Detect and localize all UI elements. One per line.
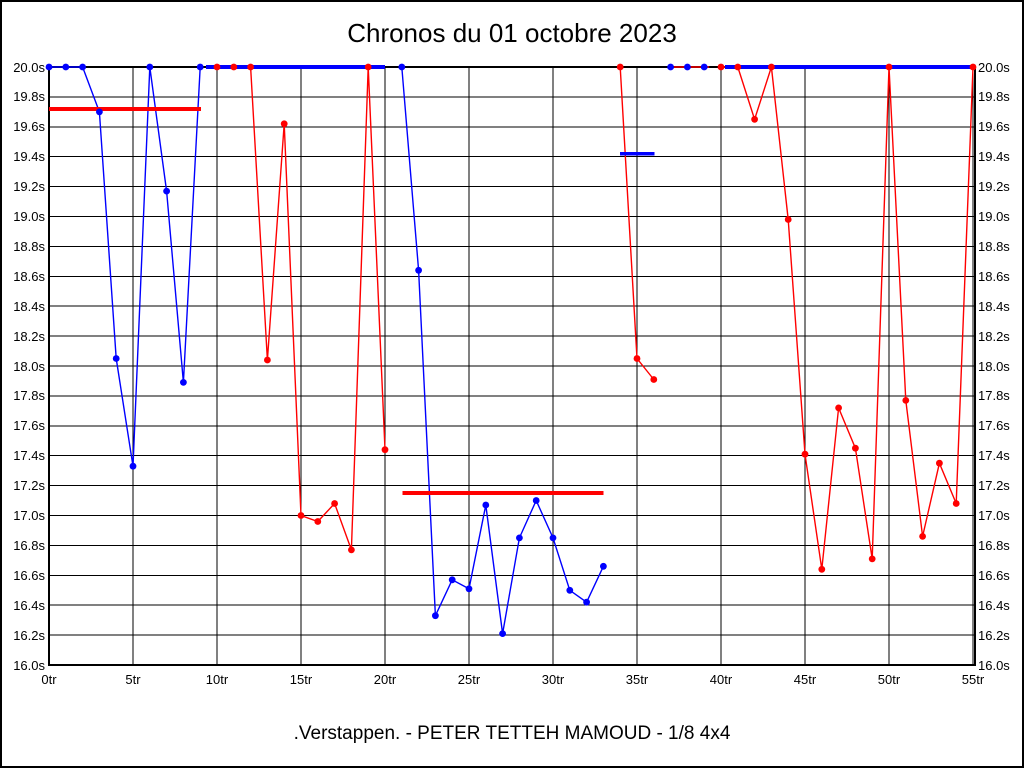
series-lines-blue-driver — [49, 66, 605, 634]
y-tick-label-right: 18.8s — [978, 238, 1010, 254]
y-tick-label-right: 17.0s — [978, 508, 1010, 523]
y-tick-label-left: 16.0s — [13, 657, 45, 673]
y-tick-label-right: 16.0s — [978, 657, 1010, 673]
series-dots-red-driver — [213, 63, 977, 573]
y-tick-label-left: 18.4s — [13, 298, 45, 314]
y-tick-label-left: 18.6s — [13, 268, 45, 284]
y-tick-label-left: 19.6s — [13, 119, 45, 135]
y-tick-label-left: 17.6s — [13, 418, 45, 434]
y-tick-label-left: 16.6s — [13, 567, 45, 583]
marker-lines-red-driver — [49, 106, 604, 495]
x-tick-label: 5tr — [125, 672, 141, 687]
y-tick-label-left: 16.2s — [13, 627, 45, 643]
y-tick-label-right: 19.4s — [978, 149, 1010, 165]
x-tick-label: 25tr — [457, 672, 481, 687]
x-tick-label: 30tr — [541, 672, 565, 687]
x-tick-label: 50tr — [877, 672, 901, 687]
series-dots-blue-driver — [45, 63, 708, 637]
y-tick-label-right: 17.6s — [978, 418, 1010, 434]
y-tick-label-right: 18.4s — [978, 298, 1010, 314]
y-tick-label-left: 19.4s — [13, 149, 45, 165]
y-tick-label-left: 19.2s — [13, 179, 45, 195]
y-tick-label-left: 16.8s — [13, 537, 45, 553]
y-tick-label-left: 17.4s — [13, 448, 45, 464]
x-tick-label: 0tr — [41, 672, 57, 687]
y-tick-label-right: 19.6s — [978, 119, 1010, 135]
y-tick-label-left: 19.0s — [13, 209, 45, 224]
x-tick-label: 35tr — [625, 672, 649, 687]
y-tick-label-left: 18.0s — [13, 358, 45, 374]
y-tick-label-left: 19.8s — [13, 89, 45, 105]
y-tick-label-left: 16.4s — [13, 597, 45, 613]
y-tick-label-right: 16.4s — [978, 597, 1010, 613]
x-tick-label: 40tr — [709, 672, 733, 687]
y-tick-label-right: 18.2s — [978, 328, 1010, 344]
y-tick-label-left: 17.8s — [13, 388, 45, 404]
y-tick-label-right: 16.8s — [978, 537, 1010, 553]
y-tick-label-right: 17.4s — [978, 448, 1010, 464]
y-tick-label-right: 17.8s — [978, 388, 1010, 404]
y-tick-label-right: 19.8s — [978, 89, 1010, 105]
y-tick-label-left: 18.8s — [13, 238, 45, 254]
grid-lines — [48, 66, 975, 666]
y-tick-label-right: 18.6s — [978, 268, 1010, 284]
x-tick-label: 55tr — [961, 672, 985, 687]
x-tick-label: 10tr — [205, 672, 229, 687]
y-tick-label-right: 19.0s — [978, 209, 1010, 224]
y-tick-label-right: 18.0s — [978, 358, 1010, 374]
plot-frame — [48, 66, 976, 666]
y-tick-label-right: 19.2s — [978, 179, 1010, 195]
y-tick-label-left: 18.2s — [13, 328, 45, 344]
y-tick-label-right: 16.6s — [978, 567, 1010, 583]
x-tick-label: 15tr — [289, 672, 313, 687]
chart-title: Chronos du 01 octobre 2023 — [347, 18, 677, 48]
y-tick-label-left: 17.2s — [13, 478, 45, 494]
y-tick-label-left: 17.0s — [13, 508, 45, 523]
y-tick-label-right: 17.2s — [978, 478, 1010, 494]
y-tick-label-right: 16.2s — [978, 627, 1010, 643]
x-tick-label: 45tr — [793, 672, 817, 687]
x-tick-label: 20tr — [373, 672, 397, 687]
chart-footer: .Verstappen. - PETER TETTEH MAMOUD - 1/8… — [293, 723, 731, 744]
y-tick-label-left: 20.0s — [13, 59, 45, 75]
marker-lines-blue-driver — [206, 65, 975, 156]
y-tick-label-right: 20.0s — [978, 59, 1010, 75]
